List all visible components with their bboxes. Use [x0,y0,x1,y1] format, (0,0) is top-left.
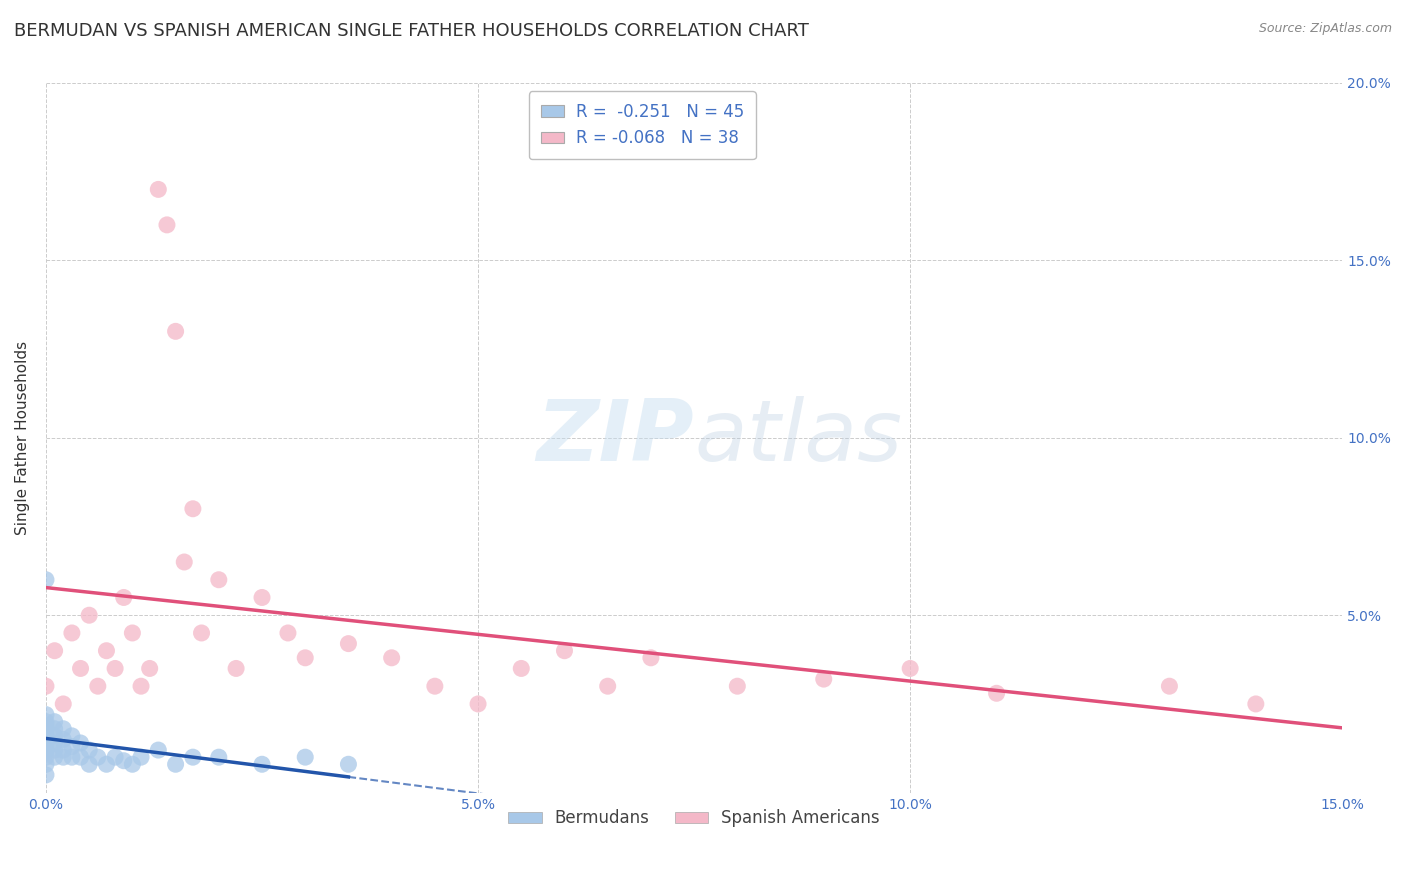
Point [250,591,273,605]
Point [87,750,110,764]
Point [104,661,127,675]
Point [467,697,489,711]
Point [35,718,58,732]
Point [112,591,135,605]
Text: Source: ZipAtlas.com: Source: ZipAtlas.com [1258,22,1392,36]
Point [35,707,58,722]
Text: atlas: atlas [695,396,903,479]
Point [1244,697,1267,711]
Point [35,732,58,747]
Point [173,555,195,569]
Point [148,182,170,196]
Point [138,661,160,675]
Point [87,679,110,693]
Point [60,750,83,764]
Point [121,626,143,640]
Point [35,725,58,739]
Point [553,643,575,657]
Text: BERMUDAN VS SPANISH AMERICAN SINGLE FATHER HOUSEHOLDS CORRELATION CHART: BERMUDAN VS SPANISH AMERICAN SINGLE FATH… [14,22,808,40]
Point [181,501,204,516]
Point [35,729,58,743]
Point [596,679,619,693]
Point [52,697,75,711]
Point [69,750,91,764]
Legend: Bermudans, Spanish Americans: Bermudans, Spanish Americans [502,803,887,834]
Point [898,661,921,675]
Point [44,736,66,750]
Point [35,739,58,754]
Point [35,679,58,693]
Point [986,686,1008,700]
Point [35,757,58,772]
Point [190,626,212,640]
Point [35,768,58,782]
Point [104,750,127,764]
Point [35,743,58,757]
Point [35,732,58,747]
Point [44,714,66,729]
Point [112,754,135,768]
Point [52,732,75,747]
Point [44,750,66,764]
Point [1159,679,1181,693]
Point [44,729,66,743]
Point [35,743,58,757]
Text: ZIP: ZIP [537,396,695,479]
Point [121,757,143,772]
Point [337,757,360,772]
Point [69,736,91,750]
Point [725,679,748,693]
Point [294,650,316,665]
Point [52,750,75,764]
Point [208,573,231,587]
Point [60,729,83,743]
Point [44,643,66,657]
Point [35,714,58,729]
Point [35,722,58,736]
Point [156,218,179,232]
Point [423,679,446,693]
Point [60,626,83,640]
Point [148,743,170,757]
Point [165,324,187,338]
Point [96,757,118,772]
Point [208,750,231,764]
Point [510,661,533,675]
Point [381,650,404,665]
Point [60,739,83,754]
Point [69,661,91,675]
Point [77,757,100,772]
Point [44,743,66,757]
Point [225,661,247,675]
Point [813,672,835,686]
Point [52,722,75,736]
Point [181,750,204,764]
Point [96,643,118,657]
Point [44,722,66,736]
Point [640,650,662,665]
Point [129,750,152,764]
Y-axis label: Single Father Households: Single Father Households [15,341,30,535]
Point [337,637,360,651]
Point [165,757,187,772]
Point [250,757,273,772]
Point [277,626,299,640]
Point [35,573,58,587]
Point [129,679,152,693]
Point [52,743,75,757]
Point [294,750,316,764]
Point [77,608,100,623]
Point [35,750,58,764]
Point [77,743,100,757]
